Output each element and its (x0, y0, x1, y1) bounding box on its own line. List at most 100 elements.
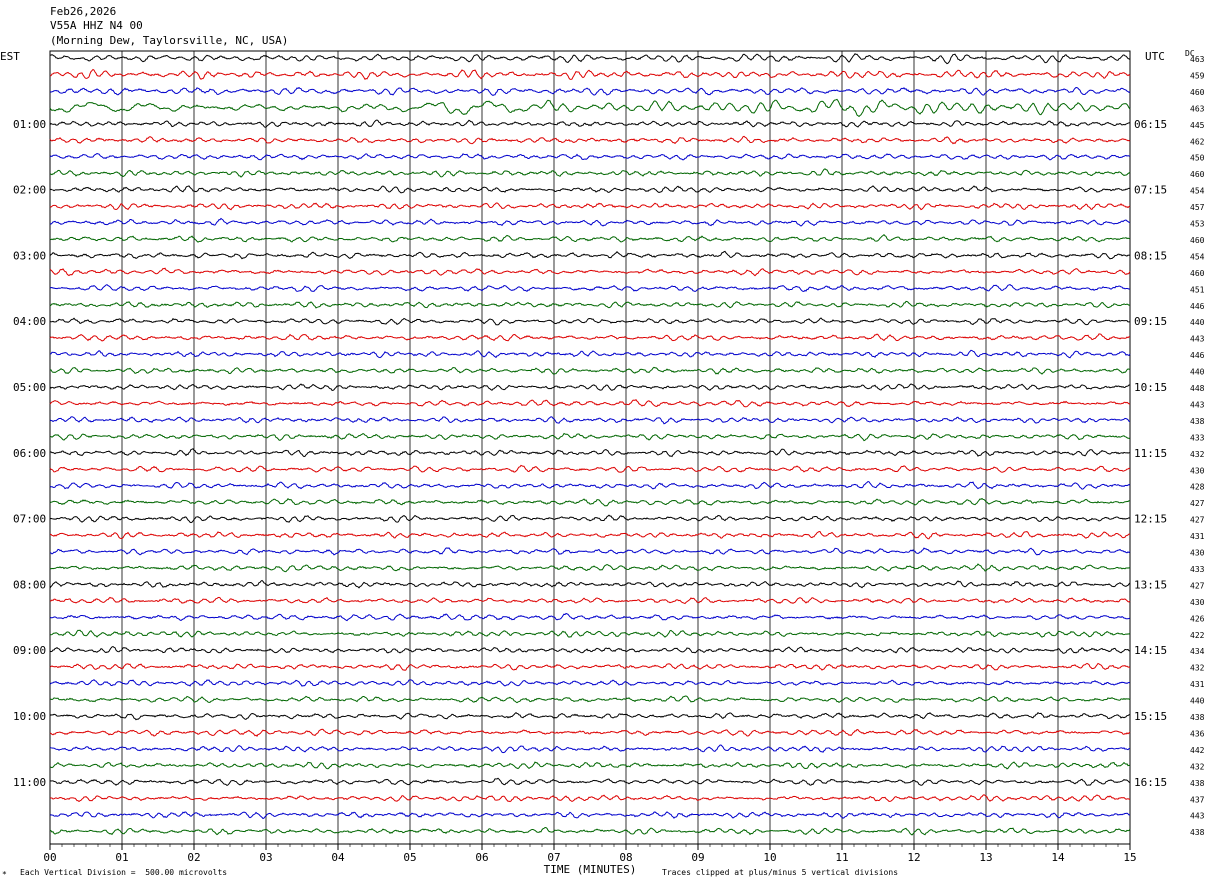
right-hour-label: 14:15 (1134, 644, 1167, 657)
x-tick-label: 13 (979, 851, 992, 864)
left-hour-label: 09:00 (13, 644, 46, 657)
dc-offset-value: 460 (1190, 170, 1205, 179)
left-hour-label: 11:00 (13, 776, 46, 789)
seismic-trace (49, 794, 1131, 803)
seismic-trace (49, 250, 1131, 260)
dc-offset-value: 460 (1190, 269, 1205, 278)
right-hour-label: 07:15 (1134, 184, 1167, 197)
x-tick-label: 12 (907, 851, 920, 864)
seismic-trace (49, 267, 1131, 277)
seismic-trace (49, 168, 1131, 178)
seismic-trace (49, 662, 1131, 671)
dc-offset-value: 451 (1190, 285, 1205, 294)
dc-offset-value: 438 (1190, 713, 1205, 722)
x-tick-label: 02 (187, 851, 200, 864)
seismic-trace (49, 514, 1131, 524)
seismic-trace (49, 612, 1131, 622)
channel-label: V55A HHZ N4 00 (50, 19, 143, 32)
seismic-trace (49, 432, 1131, 442)
x-tick-label: 11 (835, 851, 848, 864)
right-hour-label: 12:15 (1134, 513, 1167, 526)
seismic-trace (49, 761, 1131, 770)
dc-offset-value: 431 (1190, 680, 1205, 689)
right-hour-label: 16:15 (1134, 776, 1167, 789)
seismic-trace (49, 464, 1131, 473)
dc-offset-value: 445 (1190, 121, 1205, 130)
left-hour-label: 07:00 (13, 513, 46, 526)
location-label: (Morning Dew, Taylorsville, NC, USA) (50, 34, 289, 47)
x-tick-label: 01 (115, 851, 128, 864)
dc-offset-value: 463 (1190, 104, 1205, 113)
dc-offset-value: 431 (1190, 532, 1205, 541)
right-hour-label: 09:15 (1134, 315, 1167, 328)
seismic-trace (49, 777, 1131, 787)
x-tick-label: 05 (403, 851, 416, 864)
seismic-trace (49, 579, 1131, 589)
date-label: Feb26,2026 (50, 5, 117, 18)
dc-offset-value: 432 (1190, 762, 1205, 771)
x-tick-label: 10 (763, 851, 776, 864)
dc-offset-value: 454 (1190, 252, 1205, 261)
dc-offset-value: 460 (1190, 88, 1205, 97)
footer-marker-icon: * (2, 870, 7, 879)
dc-offset-value: 463 (1190, 55, 1205, 64)
dc-offset-value: 433 (1190, 565, 1205, 574)
dc-offset-value: 459 (1190, 71, 1205, 80)
dc-offset-value: 432 (1190, 450, 1205, 459)
dc-offset-value: 430 (1190, 598, 1205, 607)
left-hour-label: 08:00 (13, 578, 46, 591)
dc-offset-value: 450 (1190, 154, 1205, 163)
seismic-trace (49, 811, 1131, 820)
seismic-trace (49, 416, 1131, 425)
dc-offset-value: 440 (1190, 318, 1205, 327)
dc-offset-value: 430 (1190, 549, 1205, 558)
seismic-trace (49, 596, 1131, 605)
seismic-trace (49, 68, 1131, 80)
seismic-trace (49, 98, 1131, 118)
dc-offset-value: 460 (1190, 236, 1205, 245)
seismic-trace (49, 233, 1131, 243)
left-hour-label: 05:00 (13, 381, 46, 394)
x-tick-label: 06 (475, 851, 488, 864)
dc-offset-value: 438 (1190, 417, 1205, 426)
seismic-trace (49, 284, 1131, 293)
x-tick-label: 04 (331, 851, 345, 864)
dc-offset-value: 422 (1190, 631, 1205, 640)
scale-note: Each Vertical Division = 500.00 microvol… (20, 868, 228, 877)
left-hour-label: 01:00 (13, 118, 46, 131)
dc-offset-value: 438 (1190, 828, 1205, 837)
dc-offset-value: 453 (1190, 220, 1205, 229)
seismic-trace (49, 679, 1131, 687)
dc-offset-value: 448 (1190, 384, 1205, 393)
seismic-trace (49, 646, 1131, 654)
dc-offset-value: 442 (1190, 746, 1205, 755)
dc-offset-value: 438 (1190, 779, 1205, 788)
dc-offset-value: 434 (1190, 647, 1205, 656)
x-tick-label: 15 (1123, 851, 1136, 864)
x-tick-label: 14 (1051, 851, 1065, 864)
left-hour-label: 06:00 (13, 447, 46, 460)
dc-offset-value: 436 (1190, 729, 1205, 738)
dc-offset-value: 430 (1190, 466, 1205, 475)
seismic-trace (49, 712, 1131, 721)
right-timezone-label: UTC (1145, 50, 1165, 63)
seismic-trace (49, 86, 1131, 97)
seismic-trace (49, 152, 1131, 161)
left-hour-label: 10:00 (13, 710, 46, 723)
seismic-trace (49, 531, 1131, 540)
seismic-trace (49, 399, 1131, 408)
dc-offset-value: 428 (1190, 483, 1205, 492)
seismic-trace (49, 480, 1131, 490)
seismic-trace (49, 366, 1131, 375)
dc-offset-value: 443 (1190, 812, 1205, 821)
x-tick-label: 03 (259, 851, 272, 864)
seismic-trace (49, 119, 1131, 128)
seismic-trace (49, 135, 1131, 145)
plot-frame (49, 50, 1131, 845)
seismic-trace (49, 217, 1131, 227)
seismic-trace (49, 53, 1131, 65)
left-timezone-label: EST (0, 50, 20, 63)
dc-offset-value: 432 (1190, 664, 1205, 673)
seismic-trace (49, 185, 1131, 194)
